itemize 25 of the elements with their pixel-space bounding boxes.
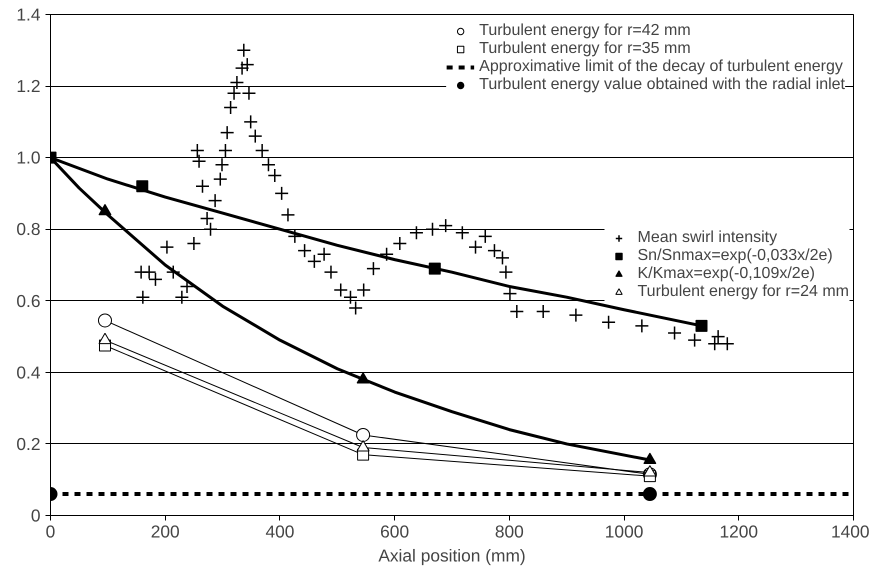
x-tick-label: 600 [380,522,410,542]
legend-label: Turbulent energy value obtained with the radial inlet [479,76,845,94]
y-tick-label: 1.0 [16,148,41,168]
legend-label: Turbulent energy for r=42 mm [479,22,691,40]
legend-label: Sn/Snmax=exp(-0,033x/2e) [638,246,833,264]
legend-label: Mean swirl intensity [638,228,778,246]
y-tick-label: 0.8 [16,219,41,240]
x-tick-label: 400 [265,522,294,542]
x-tick-label: 200 [150,522,180,542]
legend-label: Approximative limit of the decay of turbulent energy [479,58,843,76]
x-tick-label: 800 [494,522,524,542]
y-tick-label: 0 [30,506,41,526]
x-tick-label: 1200 [720,522,758,542]
y-tick-label: 0.4 [16,362,41,382]
legend-label: K/Kmax=exp(-0,109x/2e) [638,264,815,282]
legend-label: Turbulent energy for r=24 mm [638,282,849,300]
legend-label: Turbulent energy for r=35 mm [479,40,691,58]
x-axis-title: Axial position (mm) [378,546,526,566]
y-tick-label: 0.2 [16,434,41,454]
y-tick-label: 1.4 [16,4,41,24]
y-tick-label: 1.2 [16,76,41,96]
x-tick-label: 1400 [830,522,869,542]
x-tick-label: 0 [46,522,56,542]
y-tick-label: 0.6 [16,290,41,311]
x-tick-label: 1000 [604,522,644,542]
